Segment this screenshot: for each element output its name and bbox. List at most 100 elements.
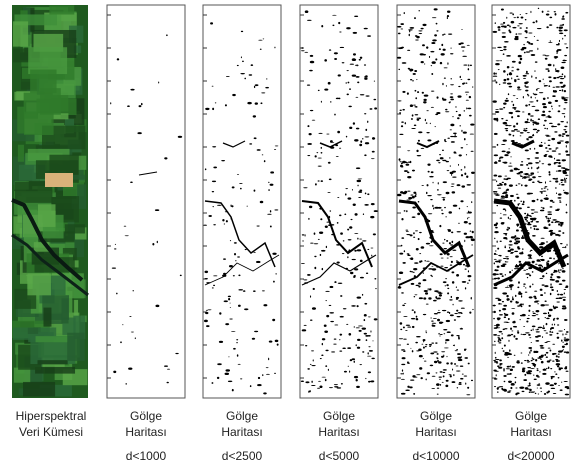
shadow-speckle	[527, 207, 530, 208]
shadow-speckle	[327, 192, 330, 193]
shadow-speckle	[347, 229, 349, 231]
shadow-speckle	[523, 75, 527, 77]
shadow-speckle	[309, 206, 312, 209]
shadow-speckle	[413, 73, 416, 75]
shadow-speckle	[321, 101, 322, 103]
shadow-speckle	[442, 382, 444, 383]
shadow-speckle	[318, 381, 321, 382]
shadow-speckle	[322, 343, 323, 345]
shadow-speckle	[321, 152, 323, 154]
shadow-speckle	[544, 83, 545, 84]
shadow-speckle	[353, 53, 356, 55]
shadow-speckle	[447, 170, 450, 171]
shadow-speckle	[502, 292, 505, 294]
shadow-speckle	[558, 110, 561, 112]
shadow-speckle	[463, 131, 467, 133]
shadow-speckle	[339, 148, 341, 149]
shadow-speckle	[502, 182, 504, 183]
shadow-speckle	[205, 168, 206, 170]
shadow-speckle	[436, 30, 438, 31]
shadow-speckle	[268, 182, 269, 183]
shadow-speckle	[531, 75, 532, 77]
shadow-speckle	[536, 131, 538, 133]
shadow-speckle	[470, 231, 472, 232]
shadow-speckle	[404, 210, 406, 212]
shadow-speckle	[553, 64, 554, 66]
shadow-speckle	[456, 261, 459, 263]
shadow-speckle	[471, 151, 474, 152]
shadow-speckle	[301, 50, 305, 51]
shadow-speckle	[510, 327, 512, 329]
shadow-speckle	[535, 109, 540, 111]
shadow-speckle	[337, 197, 339, 198]
shadow-speckle	[471, 172, 475, 174]
shadow-speckle	[314, 232, 316, 235]
shadow-speckle	[529, 243, 530, 245]
shadow-speckle	[464, 166, 465, 169]
shadow-speckle	[564, 319, 567, 321]
shadow-speckle	[407, 176, 411, 178]
shadow-speckle	[234, 242, 237, 244]
shadow-speckle	[365, 142, 369, 144]
shadow-speckle	[567, 263, 569, 265]
shadow-speckle	[506, 190, 507, 192]
shadow-speckle	[556, 44, 560, 45]
shadow-speckle	[553, 77, 556, 79]
shadow-speckle	[334, 338, 337, 339]
shadow-speckle	[232, 94, 236, 96]
shadow-speckle	[440, 334, 443, 335]
shadow-speckle	[565, 344, 567, 345]
shadow-speckle	[544, 198, 546, 200]
shadow-speckle	[533, 129, 537, 131]
shadow-speckle	[497, 388, 499, 390]
shadow-speckle	[416, 318, 418, 320]
shadow-speckle	[445, 278, 446, 279]
shadow-speckle	[406, 231, 409, 232]
shadow-speckle	[528, 168, 530, 169]
shadow-speckle	[445, 385, 448, 388]
shadow-speckle	[451, 174, 452, 176]
shadow-speckle	[456, 274, 459, 277]
shadow-speckle	[548, 111, 551, 112]
shadow-speckle	[518, 207, 521, 209]
shadow-speckle	[554, 162, 556, 164]
shadow-speckle	[506, 322, 509, 323]
shadow-speckle	[498, 342, 501, 343]
shadow-speckle	[451, 334, 454, 336]
shadow-speckle	[314, 243, 318, 244]
shadow-speckle	[525, 223, 526, 225]
shadow-speckle	[349, 88, 351, 90]
shadow-speckle	[517, 197, 520, 199]
shadow-speckle	[468, 211, 472, 213]
shadow-speckle	[549, 17, 552, 19]
shadow-speckle	[274, 149, 276, 150]
shadow-speckle	[528, 305, 530, 307]
shadow-speckle	[398, 286, 400, 288]
shadow-speckle	[537, 335, 541, 337]
shadow-speckle	[554, 13, 556, 16]
image-patch	[23, 382, 55, 397]
shadow-speckle	[426, 332, 428, 333]
shadow-speckle	[504, 381, 506, 382]
shadow-speckle	[540, 387, 542, 388]
shadow-speckle	[517, 173, 521, 175]
shadow-speckle	[404, 250, 405, 252]
shadow-speckle	[494, 262, 495, 264]
shadow-speckle	[503, 82, 507, 83]
shadow-speckle	[548, 312, 549, 314]
shadow-speckle	[451, 78, 452, 79]
shadow-speckle	[523, 128, 525, 129]
shadow-speckle	[462, 50, 464, 51]
shadow-speckle	[509, 25, 511, 27]
shadow-speckle	[471, 201, 472, 203]
shadow-speckle	[400, 23, 404, 25]
shadow-speckle	[166, 382, 168, 384]
shadow-speckle	[565, 339, 569, 341]
shadow-speckle	[507, 66, 510, 68]
shadow-speckle	[539, 371, 541, 372]
shadow-speckle	[428, 213, 432, 214]
shadow-speckle	[545, 55, 550, 56]
shadow-speckle	[503, 214, 507, 215]
shadow-speckle	[401, 292, 404, 293]
shadow-speckle	[503, 53, 505, 55]
